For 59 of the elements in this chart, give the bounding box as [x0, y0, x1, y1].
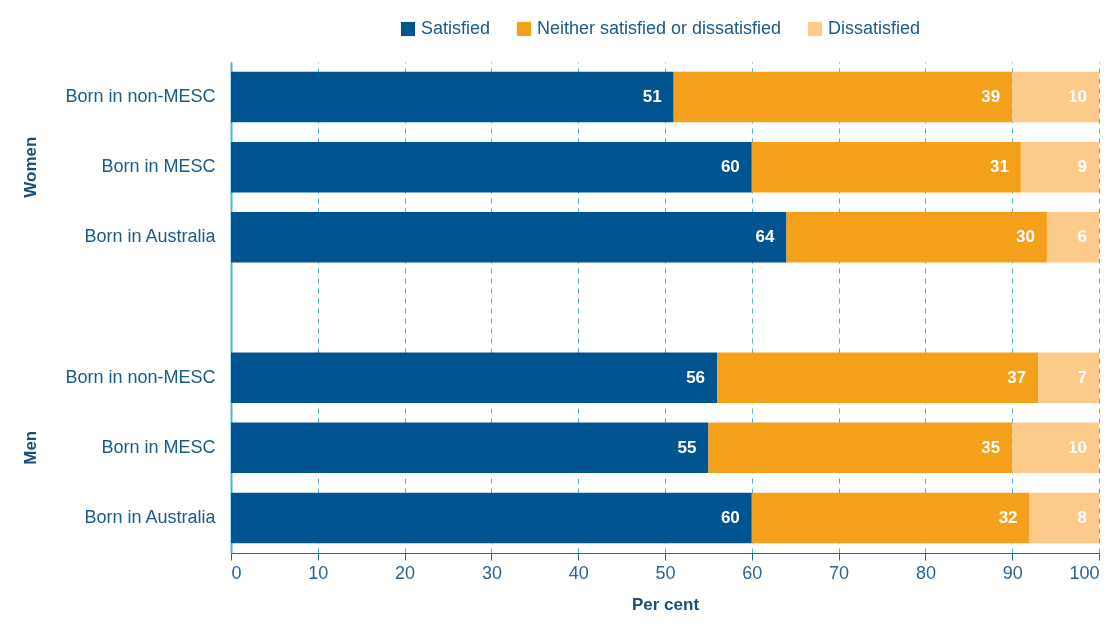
- bar: [231, 141, 752, 193]
- bar: [231, 422, 709, 474]
- bar: [1029, 492, 1099, 544]
- bar: [1038, 352, 1099, 403]
- y-tick-label: Born in Australia: [84, 506, 217, 527]
- x-tick-label: 60: [742, 562, 763, 583]
- data-label: 9: [1077, 157, 1087, 177]
- y-tick-label: Born in non-MESC: [65, 366, 216, 387]
- x-tick-label: 0: [231, 562, 242, 583]
- x-axis-title: Per cent: [631, 594, 700, 614]
- y-tick-label: Born in non-MESC: [65, 86, 216, 107]
- bar: [1012, 422, 1099, 474]
- y-tick-label: Born in Australia: [84, 226, 217, 247]
- data-label: 10: [1068, 87, 1087, 107]
- legend-label: Dissatisfied: [828, 18, 921, 38]
- legend-label: Satisfied: [421, 18, 491, 38]
- x-tick-label: 90: [1002, 562, 1023, 583]
- data-label: 51: [642, 87, 662, 107]
- bar: [231, 71, 674, 123]
- data-label: 35: [981, 437, 1001, 457]
- x-tick-label: 30: [481, 562, 502, 583]
- bar: [231, 352, 718, 403]
- data-label: 39: [981, 87, 1001, 107]
- x-tick-label: 100: [1069, 562, 1100, 583]
- x-tick-label: 80: [915, 562, 936, 583]
- bar: [708, 422, 1013, 474]
- bar: [717, 352, 1039, 403]
- x-tick-label: 50: [655, 562, 676, 583]
- data-label: 8: [1077, 507, 1087, 527]
- bar: [1020, 141, 1099, 193]
- data-label: 10: [1068, 437, 1087, 457]
- bar: [231, 492, 752, 544]
- legend-label: Neither satisfied or dissatisfied: [537, 18, 782, 38]
- bar: [673, 71, 1013, 123]
- bar: [786, 212, 1047, 263]
- bar: [1012, 71, 1099, 123]
- x-tick-label: 20: [395, 562, 416, 583]
- data-label: 30: [1016, 227, 1035, 247]
- data-label: 64: [755, 227, 776, 247]
- data-label: 60: [720, 157, 740, 177]
- data-label: 60: [720, 507, 740, 527]
- bar: [751, 492, 1030, 544]
- x-tick-label: 70: [829, 562, 850, 583]
- bar: [231, 212, 787, 263]
- data-label: 7: [1077, 367, 1087, 387]
- x-tick-label: 10: [308, 562, 329, 583]
- x-tick-label: 40: [568, 562, 589, 583]
- y-tick-label: Born in MESC: [101, 156, 216, 177]
- data-label: 56: [686, 367, 706, 387]
- bar: [1046, 212, 1099, 263]
- text: Women: [21, 136, 40, 198]
- y-tick-label: Born in MESC: [101, 436, 216, 457]
- data-label: 55: [677, 437, 697, 457]
- data-label: 32: [998, 507, 1018, 527]
- bar: [751, 141, 1021, 193]
- data-label: 37: [1007, 367, 1027, 387]
- data-label: 31: [989, 157, 1009, 177]
- text: Men: [21, 430, 40, 465]
- data-label: 6: [1077, 227, 1087, 247]
